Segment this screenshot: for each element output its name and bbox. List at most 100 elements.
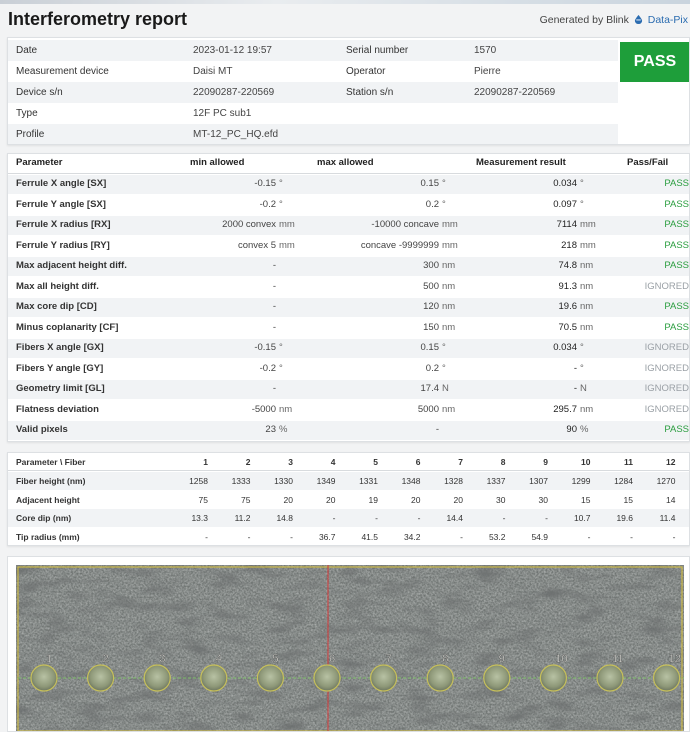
min-allowed: - bbox=[272, 260, 276, 271]
fiber-cell: 75 bbox=[241, 494, 251, 505]
max-unit: mm bbox=[442, 219, 458, 230]
min-allowed: 23 bbox=[265, 424, 276, 435]
fiber-cell: - bbox=[502, 513, 506, 523]
parameter-row: Fibers Y angle [GY] -0.2 ° 0.2 ° - ° IGNORED bbox=[8, 360, 689, 379]
info-row: Device s/n 22090287-220569 Station s/n 2209… bbox=[8, 82, 618, 103]
fiber-column-header: 5 bbox=[373, 457, 378, 467]
min-allowed: -0.2 bbox=[259, 362, 276, 374]
info-row: Profile MT-12_PC_HQ.efd bbox=[8, 124, 618, 144]
info-label: Date bbox=[16, 45, 38, 56]
result-unit: ° bbox=[580, 362, 584, 374]
max-allowed: 0.2 bbox=[425, 362, 439, 374]
fiber-column-header: 4 bbox=[330, 457, 336, 467]
result-unit: ° bbox=[580, 342, 584, 353]
fiber-row-label: Core dip (nm) bbox=[16, 513, 72, 523]
fiber-marker bbox=[596, 664, 624, 692]
fiber-cell: 1349 bbox=[316, 476, 336, 486]
min-unit: ° bbox=[279, 342, 283, 353]
min-allowed: - bbox=[272, 301, 276, 312]
fiber-cell: 19 bbox=[368, 494, 378, 505]
min-allowed: -0.15 bbox=[254, 342, 276, 353]
info-value: MT-12_PC_HQ.efd bbox=[193, 129, 279, 140]
pass-fail-status: IGNORED bbox=[644, 280, 689, 292]
measurement-result: - bbox=[573, 362, 577, 374]
parameter-row: Ferrule X angle [SX] -0.15 ° 0.15 ° 0.034 ° PAS… bbox=[8, 175, 689, 194]
header-measurement-result: Measurement result bbox=[476, 157, 566, 168]
fiber-column-header: 9 bbox=[543, 457, 548, 467]
measurement-result: 91.3 bbox=[558, 280, 578, 292]
max-allowed: 5000 bbox=[417, 403, 439, 415]
fiber-column-header: 7 bbox=[458, 457, 463, 467]
info-label-2: Operator bbox=[346, 66, 386, 77]
info-label: Type bbox=[16, 108, 38, 119]
generated-by-label: Generated by Blink bbox=[539, 14, 629, 26]
fiber-marker bbox=[483, 664, 511, 692]
parameter-table-header: Parameter min allowed max allowed Measur… bbox=[8, 154, 689, 174]
max-unit: nm bbox=[442, 321, 456, 333]
min-unit: mm bbox=[279, 219, 295, 230]
fiber-cell: 1331 bbox=[359, 476, 378, 486]
generated-by: Generated by Blink Data-Pix bbox=[540, 14, 688, 26]
measurement-result: 0.034 bbox=[553, 342, 577, 353]
fiber-marker-label: 4 bbox=[216, 653, 222, 665]
parameter-row: Ferrule X radius [RX] 2000 convex mm -10000… bbox=[8, 216, 689, 235]
measurement-info-card: Profile MT-12_PC_HQ.efd Type 12F PC sub1 Dev… bbox=[7, 37, 690, 145]
parameter-row: Max adjacent height diff. -300 nm 74.8 nm PAS… bbox=[8, 257, 689, 276]
result-unit: ° bbox=[580, 198, 584, 210]
fiber-row-label: Tip radius (mm) bbox=[16, 531, 80, 542]
fiber-cell: 1307 bbox=[529, 476, 548, 486]
interferogram-image: 1 2 3 4 5 6 7 8 9 10 11 12 bbox=[16, 565, 684, 731]
fiber-cell: 1337 bbox=[486, 476, 506, 486]
fiber-cell: - bbox=[630, 531, 633, 542]
result-unit: N bbox=[580, 383, 587, 394]
max-unit: ° bbox=[442, 362, 446, 374]
result-unit: % bbox=[580, 424, 589, 435]
parameter-table: Parameter min allowed max allowed Measur… bbox=[7, 153, 690, 442]
fiber-cell: 1270 bbox=[656, 476, 676, 486]
fiber-cell: 20 bbox=[453, 494, 463, 505]
fiber-row: Tip radius (mm) - - - 36.7 41.5 34.2 - 53.2 54.9 -… bbox=[8, 528, 689, 546]
fiber-cell: - bbox=[205, 531, 208, 542]
overall-status-badge: PASS bbox=[620, 42, 689, 82]
pass-fail-status: PASS bbox=[664, 239, 689, 251]
measurement-result: 70.5 bbox=[558, 321, 578, 333]
parameter-name: Geometry limit [GL] bbox=[16, 383, 105, 394]
fiber-marker bbox=[256, 664, 284, 692]
measurement-result: - bbox=[573, 383, 577, 394]
max-allowed: 300 bbox=[423, 260, 439, 271]
fiber-marker bbox=[652, 664, 681, 692]
max-unit: ° bbox=[442, 198, 446, 210]
fiber-marker bbox=[86, 664, 115, 692]
measurement-result: 7114 bbox=[556, 219, 577, 230]
pass-fail-status: IGNORED bbox=[644, 403, 689, 415]
parameter-name: Max all height diff. bbox=[16, 280, 99, 292]
fiber-marker-label: 7 bbox=[386, 653, 392, 665]
parameter-row: Valid pixels 23% - 90% PASS bbox=[8, 421, 689, 440]
min-unit: % bbox=[279, 424, 288, 435]
fiber-cell: 1299 bbox=[571, 476, 591, 486]
fiber-cell: 10.7 bbox=[573, 513, 591, 523]
min-allowed: - bbox=[272, 321, 276, 333]
parameter-row: Minus coplanarity [CF] -150 nm 70.5 nm PASS bbox=[8, 319, 689, 338]
measurement-result: 90 bbox=[566, 424, 577, 435]
parameter-row: Ferrule Y angle [SX] -0.2 ° 0.2 ° 0.097 ° PASS bbox=[8, 196, 689, 215]
fiber-marker-label: 3 bbox=[159, 653, 165, 665]
fiber-column-header: 12 bbox=[666, 457, 676, 467]
pass-fail-status: PASS bbox=[664, 198, 689, 210]
fiber-cell: 13.3 bbox=[191, 513, 208, 523]
fiber-cell: 1330 bbox=[274, 476, 293, 486]
max-allowed: 120 bbox=[423, 301, 439, 312]
max-allowed: 0.15 bbox=[420, 178, 440, 189]
fiber-cell: 53.2 bbox=[488, 531, 506, 542]
info-label: Measurement device bbox=[16, 66, 109, 77]
measurement-result: 218 bbox=[561, 239, 577, 251]
max-allowed: 17.4 bbox=[420, 383, 440, 394]
info-row: Measurement device Daisi MT Operator Pierre bbox=[8, 61, 618, 82]
min-allowed: -0.15 bbox=[254, 178, 276, 189]
parameter-name: Ferrule X angle [SX] bbox=[16, 178, 107, 189]
fiber-cell: 11.4 bbox=[659, 513, 676, 523]
fiber-cell: - bbox=[332, 513, 336, 523]
pass-fail-status: PASS bbox=[664, 219, 689, 230]
min-allowed: 2000 convex bbox=[222, 219, 276, 230]
fiber-cell: 1348 bbox=[401, 476, 421, 486]
